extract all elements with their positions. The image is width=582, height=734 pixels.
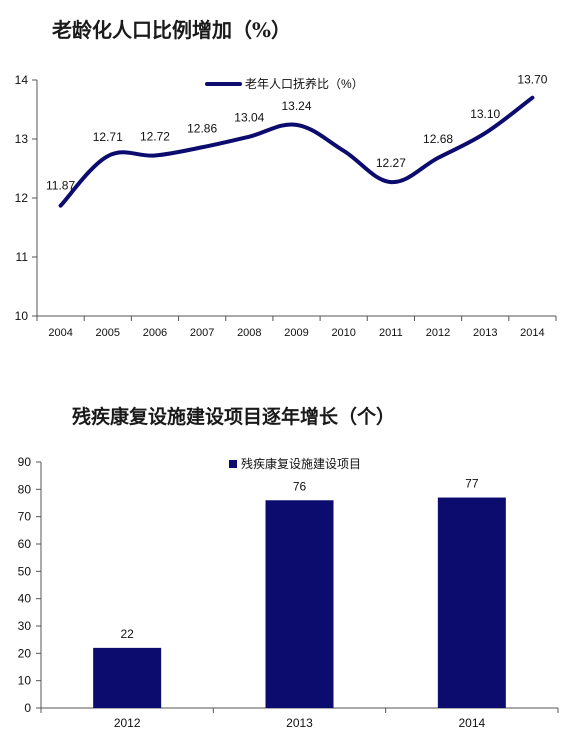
y-tick-label: 70 [18, 510, 32, 524]
data-label: 77 [465, 477, 479, 491]
legend-label: 残疾康复设施建设项目 [241, 456, 361, 471]
data-label: 13.10 [470, 107, 500, 121]
x-tick-label: 2013 [286, 716, 313, 730]
y-tick-label: 60 [18, 537, 32, 551]
x-tick-label: 2009 [284, 327, 308, 339]
y-tick-label: 80 [18, 482, 32, 496]
x-tick-label: 2014 [520, 327, 544, 339]
data-label: 13.24 [281, 99, 311, 113]
data-label: 12.71 [93, 130, 123, 144]
line-chart-aging: 10 11 12 13 14 2004 2005 2006 2007 2008 2009 2010 2… [15, 73, 557, 339]
y-tick-label: 14 [15, 73, 29, 87]
data-label: 13.04 [234, 111, 264, 125]
y-tick-label: 11 [16, 250, 29, 264]
series-line [58, 95, 535, 208]
y-tick-label: 13 [15, 132, 29, 146]
x-tick-label: 2004 [48, 327, 72, 339]
data-label: 22 [120, 627, 134, 641]
x-tick-label: 2012 [426, 327, 450, 339]
bar [265, 500, 334, 708]
chart-title-rehab: 残疾康复设施建设项目逐年增长（个） [72, 406, 396, 428]
y-tick-label: 40 [18, 592, 32, 606]
x-tick-label: 2005 [96, 327, 120, 339]
legend-label: 老年人口抚养比（%） [245, 76, 364, 91]
x-tick-label: 2010 [331, 327, 355, 339]
x-tick-label: 2007 [190, 327, 214, 339]
data-label: 12.86 [187, 121, 217, 135]
x-tick-label: 2006 [143, 327, 167, 339]
data-label: 76 [293, 479, 307, 493]
x-tick-label: 2011 [379, 327, 403, 339]
x-tick-label: 2013 [473, 327, 497, 339]
bar [437, 497, 506, 708]
y-tick-label: 20 [18, 646, 32, 660]
legend-swatch [229, 460, 237, 468]
x-tick-label: 2008 [237, 327, 261, 339]
y-tick-label: 90 [18, 455, 32, 469]
chart-title-aging: 老龄化人口比例增加（%） [52, 18, 292, 42]
bar [93, 647, 162, 708]
y-tick-label: 50 [18, 564, 32, 578]
chart-legend: 老年人口抚养比（%） [205, 76, 364, 91]
y-tick-label: 10 [15, 309, 29, 323]
x-tick-label: 2012 [114, 716, 141, 730]
data-label: 12.72 [140, 130, 170, 144]
data-label: 12.27 [376, 156, 406, 170]
chart-legend: 残疾康复设施建设项目 [229, 456, 361, 471]
y-tick-label: 12 [15, 191, 29, 205]
x-tick-label: 2014 [458, 716, 485, 730]
data-label: 12.68 [423, 132, 453, 146]
y-tick-label: 0 [24, 701, 31, 715]
data-label: 13.70 [517, 73, 547, 87]
data-label: 11.87 [46, 179, 75, 193]
y-tick-label: 30 [18, 619, 32, 633]
y-tick-label: 10 [18, 674, 32, 688]
